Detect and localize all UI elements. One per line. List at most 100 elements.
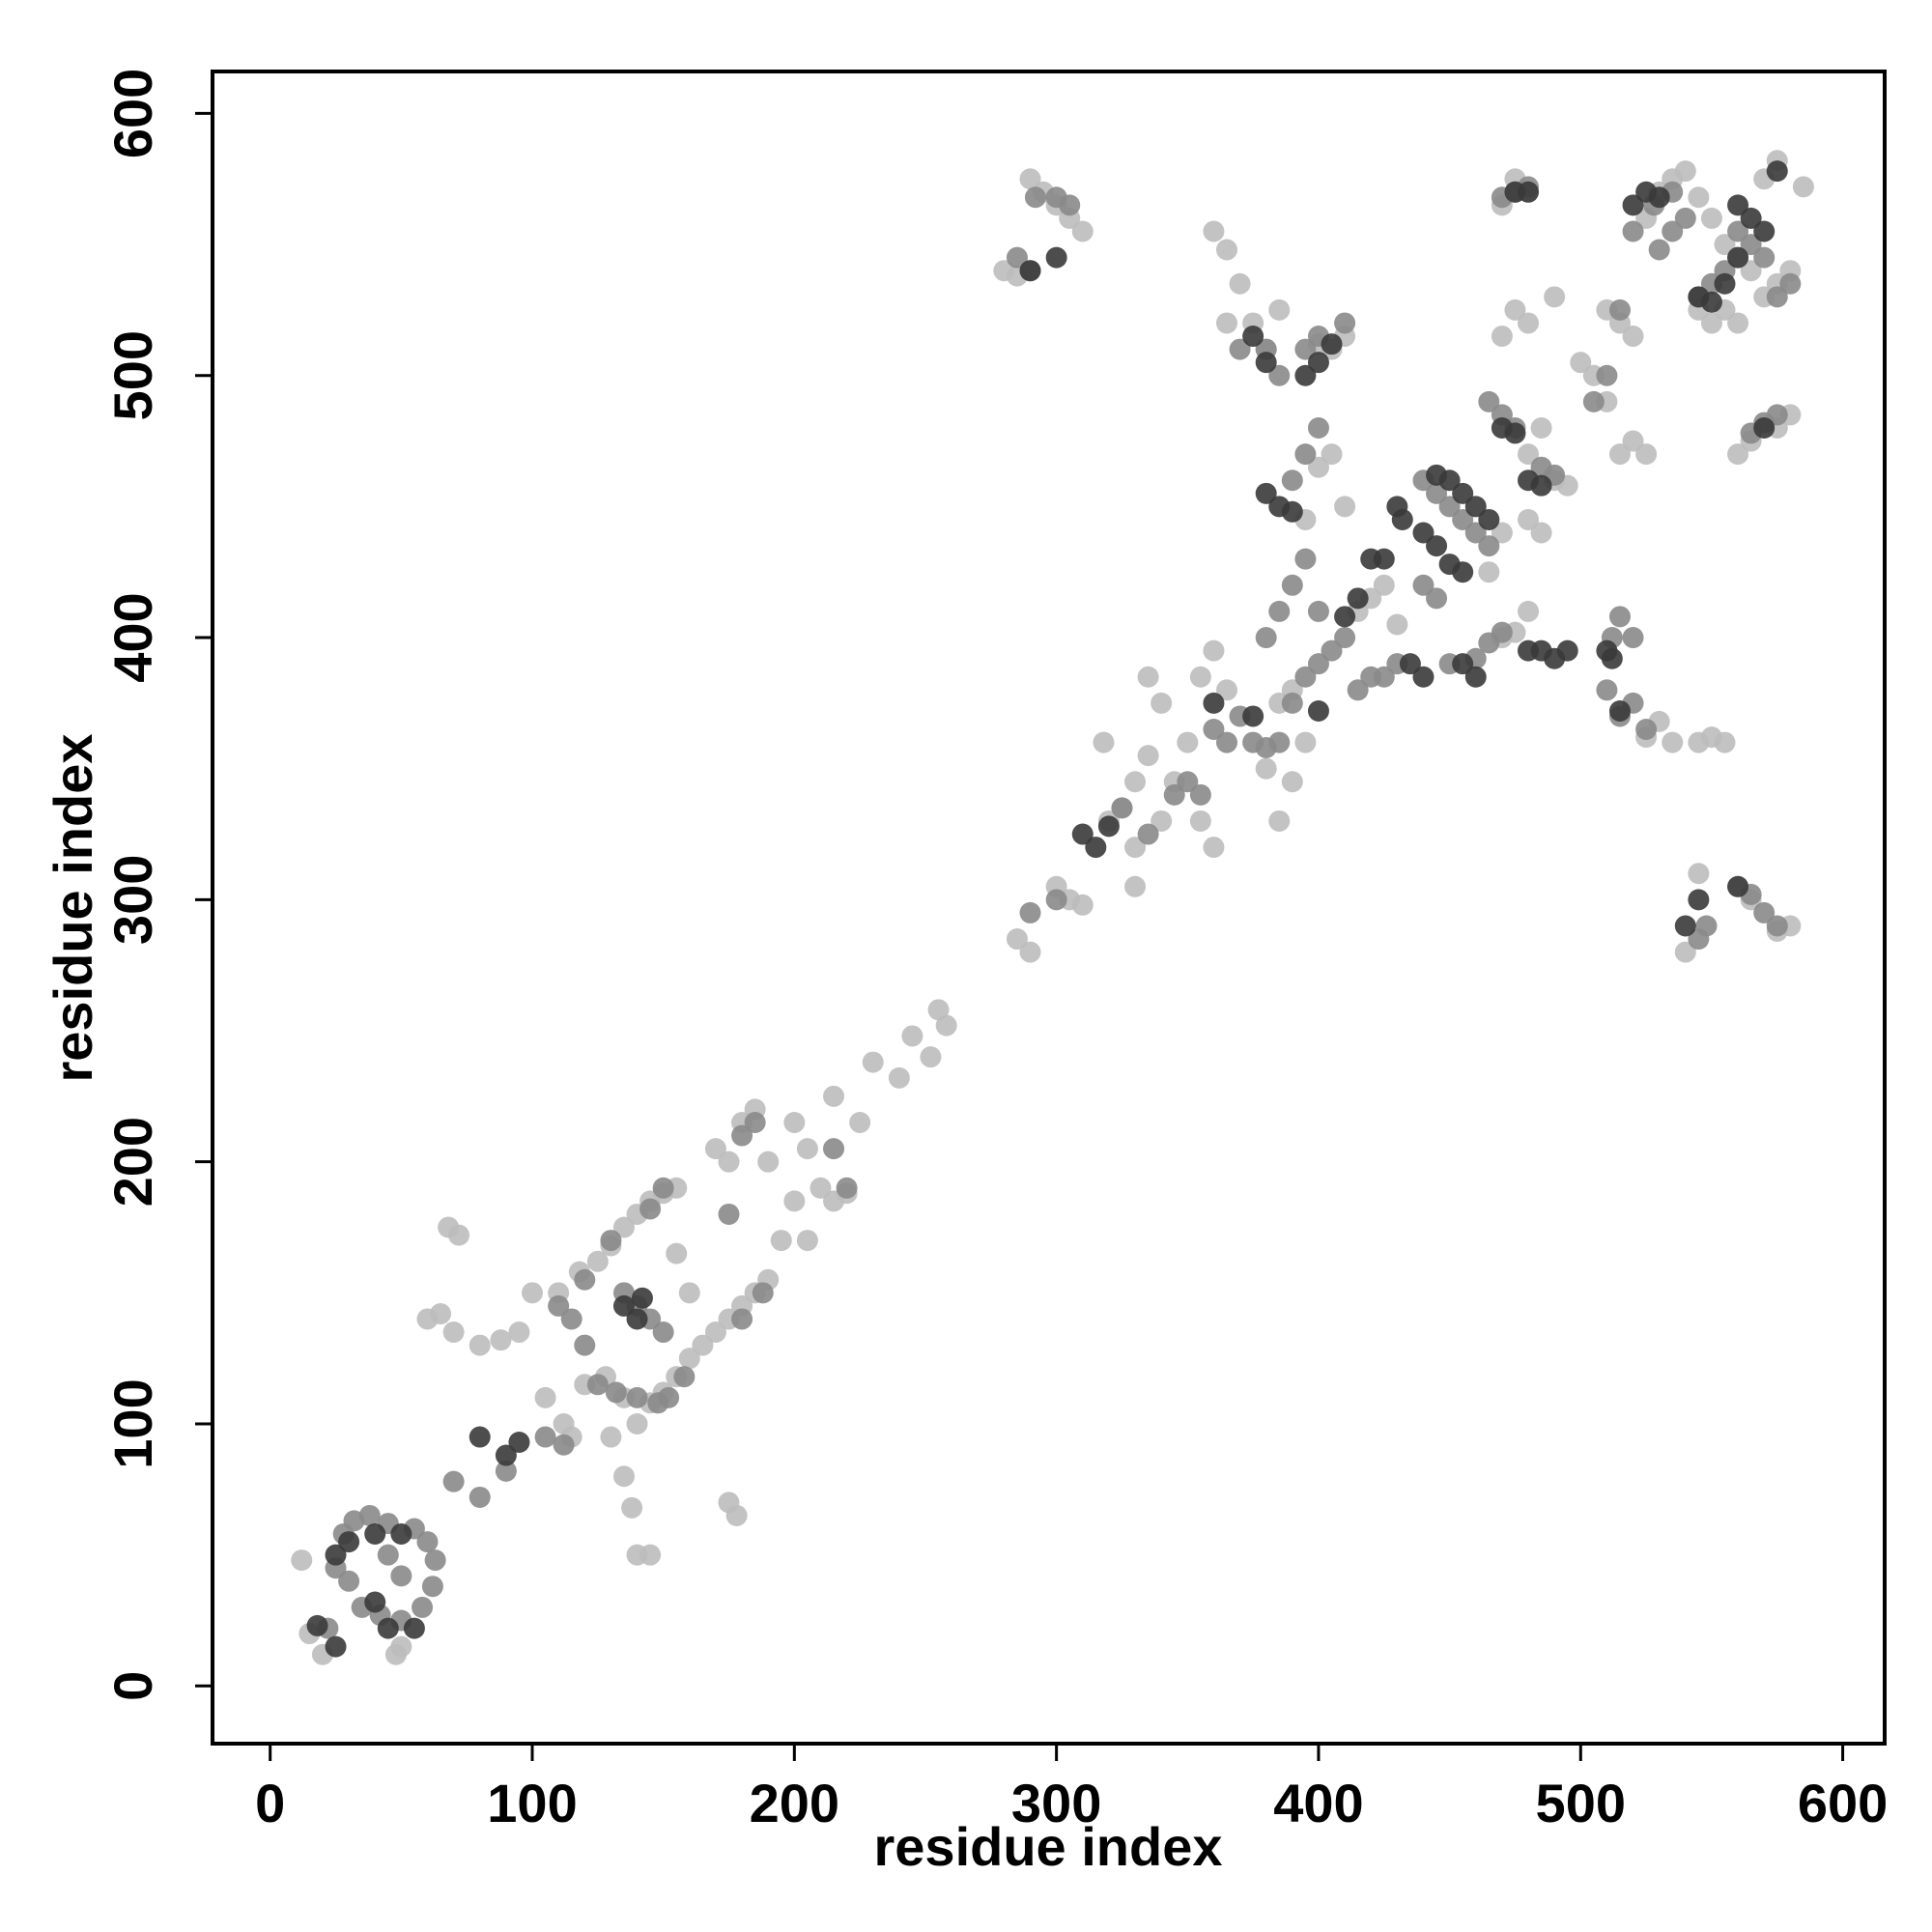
point	[1321, 333, 1343, 355]
point	[1727, 312, 1749, 334]
point	[1268, 810, 1291, 832]
point	[325, 1635, 347, 1658]
point	[1635, 443, 1658, 466]
point	[338, 1570, 360, 1592]
point	[1608, 443, 1631, 466]
y-tick-label: 500	[102, 330, 163, 420]
point	[1215, 312, 1237, 334]
point	[1019, 260, 1041, 282]
x-tick-label: 200	[750, 1773, 839, 1833]
point	[744, 1111, 766, 1133]
point	[1452, 508, 1474, 530]
point	[1124, 771, 1147, 793]
point	[1740, 260, 1762, 282]
point	[1268, 600, 1291, 622]
point	[1059, 194, 1081, 216]
point	[1203, 639, 1225, 662]
point	[490, 1329, 512, 1351]
point	[1281, 771, 1303, 793]
point	[731, 1124, 753, 1147]
point	[424, 1549, 446, 1572]
point	[1294, 443, 1317, 466]
point	[1294, 364, 1317, 386]
point	[1281, 469, 1303, 492]
point	[1294, 548, 1317, 570]
point	[704, 1138, 726, 1160]
point	[1215, 679, 1237, 701]
point	[1307, 352, 1329, 374]
point	[1151, 692, 1173, 714]
point	[1779, 272, 1802, 295]
point	[430, 1303, 452, 1325]
point	[1045, 246, 1067, 269]
point	[1518, 181, 1540, 203]
point	[1268, 731, 1291, 753]
point	[600, 1230, 622, 1252]
point	[1071, 823, 1094, 845]
point	[1753, 416, 1776, 439]
point	[621, 1496, 643, 1519]
point	[692, 1334, 714, 1356]
point	[1478, 561, 1500, 583]
point	[1674, 160, 1696, 183]
point	[553, 1434, 575, 1456]
point	[600, 1426, 622, 1448]
point	[1412, 522, 1435, 544]
point	[1674, 915, 1696, 937]
point	[1412, 574, 1435, 596]
point	[823, 1138, 845, 1160]
point	[1334, 312, 1356, 334]
point	[888, 1066, 910, 1089]
point	[1281, 692, 1303, 714]
point	[586, 1374, 609, 1396]
point	[1766, 286, 1788, 308]
point	[1727, 194, 1749, 216]
point	[631, 1287, 653, 1309]
point	[442, 1470, 465, 1492]
point	[1608, 700, 1631, 723]
point	[1452, 561, 1474, 583]
point	[626, 1412, 648, 1435]
point	[1151, 810, 1173, 832]
point	[1753, 246, 1776, 269]
point	[1124, 837, 1147, 859]
points	[291, 150, 1814, 1665]
point	[652, 1177, 674, 1199]
point	[1294, 338, 1317, 360]
point	[1347, 679, 1369, 701]
point	[1426, 482, 1448, 504]
point	[731, 1308, 753, 1330]
point	[1438, 469, 1461, 492]
point	[1307, 653, 1329, 675]
point	[1622, 627, 1644, 649]
point	[1321, 443, 1343, 466]
point	[1753, 220, 1776, 242]
point	[639, 1544, 662, 1566]
point	[495, 1460, 517, 1482]
point	[325, 1544, 347, 1566]
point	[469, 1426, 491, 1448]
point	[364, 1591, 386, 1613]
point	[757, 1151, 780, 1173]
point	[1203, 692, 1225, 714]
point	[1334, 606, 1356, 628]
point	[862, 1051, 884, 1073]
point	[1518, 600, 1540, 622]
point	[1412, 666, 1435, 688]
point	[1688, 889, 1710, 911]
point	[390, 1635, 412, 1658]
point	[390, 1565, 412, 1587]
point	[1006, 246, 1028, 269]
point	[1753, 901, 1776, 923]
point	[626, 1386, 648, 1408]
point	[1229, 272, 1251, 295]
point	[1740, 234, 1762, 256]
point	[1203, 719, 1225, 741]
point	[1373, 574, 1395, 596]
point	[1688, 186, 1710, 209]
point	[1714, 234, 1736, 256]
point	[1163, 783, 1185, 806]
point	[1334, 496, 1356, 518]
point	[1177, 771, 1199, 793]
point	[1006, 928, 1028, 951]
